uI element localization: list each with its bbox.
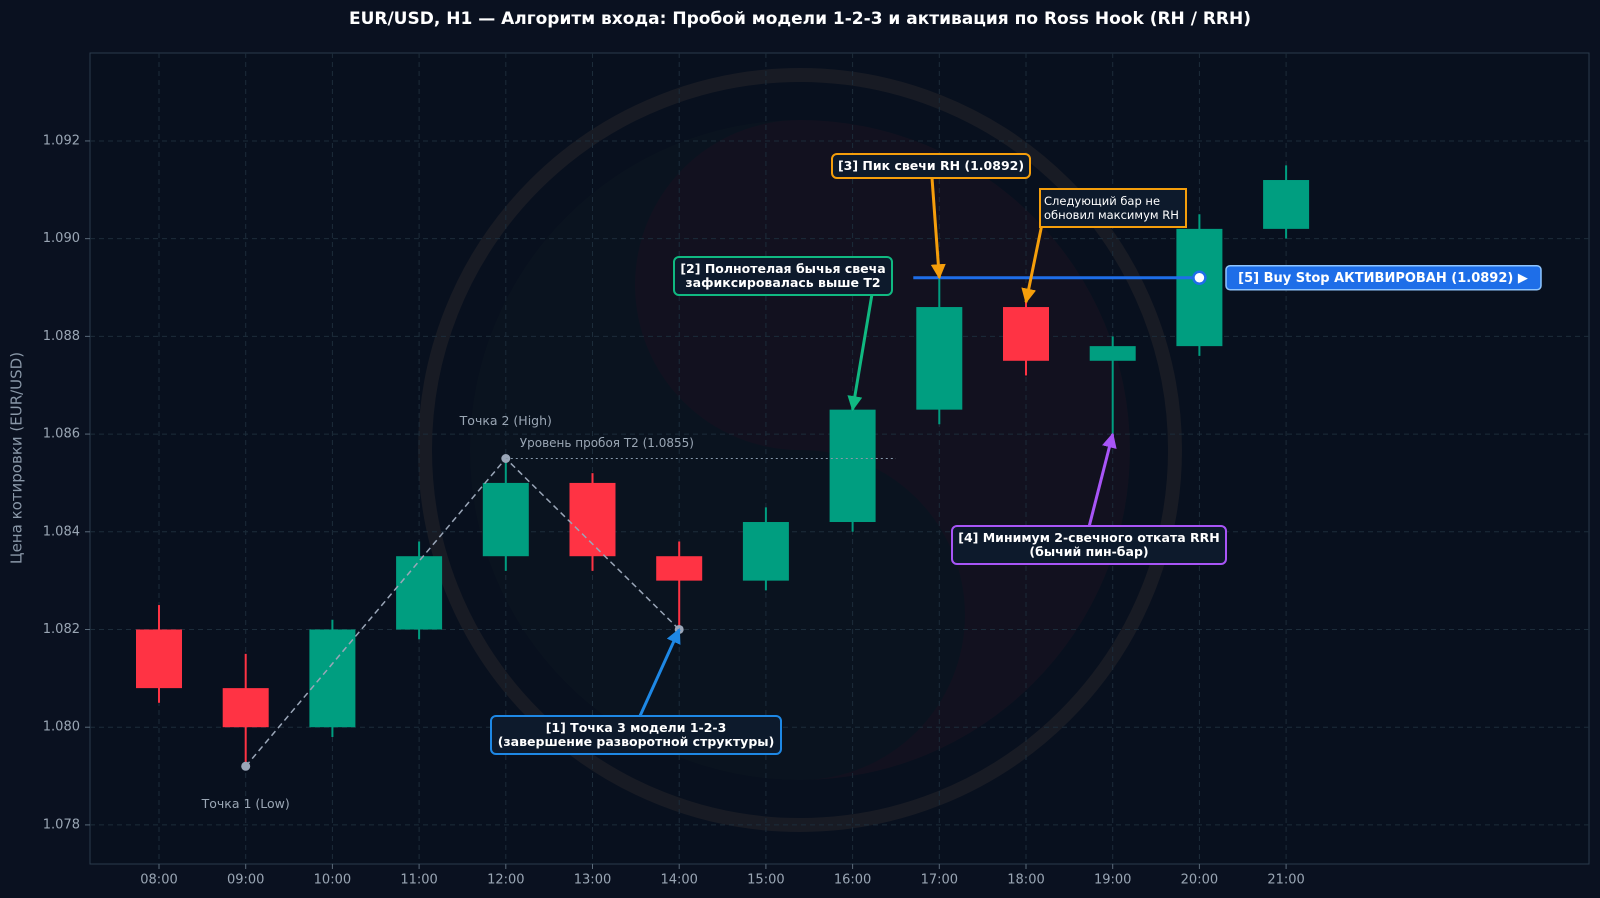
annotation-arrow <box>847 293 874 412</box>
annotation-line: (завершение разворотной структуры) <box>498 734 775 749</box>
x-tick-label: 14:00 <box>660 873 697 888</box>
candle-body <box>916 307 963 410</box>
annotation-line: зафиксировалась выше T2 <box>685 275 880 290</box>
candle-body <box>1263 180 1310 229</box>
candle-body <box>569 482 616 557</box>
annotation-text: [3] Пик свечи RH (1.0892) <box>838 158 1024 173</box>
chart-title: EUR/USD, H1 — Алгоритм входа: Пробой мод… <box>349 9 1251 29</box>
annotation-text: [2] Полнотелая бычья свеча зафиксировалас… <box>680 261 885 290</box>
annotation-box <box>951 525 1227 565</box>
annotation-arrow <box>930 177 946 280</box>
candle-body <box>829 409 876 523</box>
x-tick-label: 19:00 <box>1094 873 1131 888</box>
x-tick-label: 13:00 <box>574 873 611 888</box>
watermark <box>418 68 1182 832</box>
y-tick-label: 1.082 <box>43 622 80 637</box>
annotation-arrow <box>1021 223 1044 304</box>
annotation-line: обновил максимум RH <box>1044 208 1179 222</box>
annotation-text: Следующий бар не обновил максимум RH <box>1044 194 1179 222</box>
annotation-text: [4] Минимум 2-свечного отката RRH (бычий … <box>958 530 1219 559</box>
annotation-line: [1] Точка 3 модели 1-2-3 <box>546 720 727 735</box>
annotation-arrow <box>1087 432 1117 528</box>
x-tick-label: 17:00 <box>921 873 958 888</box>
annotation-line: [2] Полнотелая бычья свеча <box>680 261 885 276</box>
annotation-box <box>490 715 782 755</box>
x-tick-label: 20:00 <box>1181 873 1218 888</box>
annotation-text: [1] Точка 3 модели 1-2-3 (завершение разв… <box>498 720 775 749</box>
buy-stop-box <box>1225 264 1542 291</box>
x-tick-label: 16:00 <box>834 873 871 888</box>
annotation-line: Следующий бар не <box>1044 194 1160 208</box>
candle-body <box>482 482 529 557</box>
annotation-arrow <box>638 628 681 717</box>
candle-body <box>742 522 789 581</box>
x-tick-label: 09:00 <box>227 873 264 888</box>
x-tick-label: 15:00 <box>747 873 784 888</box>
y-tick-label: 1.092 <box>43 133 80 148</box>
candle-body <box>222 688 269 728</box>
annotation-box <box>831 153 1031 179</box>
x-tick-label: 11:00 <box>400 873 437 888</box>
candle-body <box>1089 346 1136 361</box>
candle-body <box>396 556 443 630</box>
buy-stop-point <box>1192 270 1207 285</box>
y-tick-label: 1.086 <box>43 427 80 442</box>
candle-body <box>1176 228 1223 347</box>
x-tick-label: 18:00 <box>1007 873 1044 888</box>
structure-point <box>241 761 251 771</box>
y-tick-label: 1.084 <box>43 524 80 539</box>
x-tick-label: 10:00 <box>314 873 351 888</box>
candle-body <box>1003 307 1049 361</box>
x-tick-label: 21:00 <box>1267 873 1304 888</box>
x-tick-label: 12:00 <box>487 873 524 888</box>
annotation-line: [3] Пик свечи RH (1.0892) <box>838 158 1024 173</box>
annotation-box <box>673 256 893 296</box>
y-tick-label: 1.078 <box>43 817 80 832</box>
y-tick-label: 1.080 <box>43 720 80 735</box>
buy-stop-label: [5] Buy Stop АКТИВИРОВАН (1.0892) ▶ <box>1238 271 1528 286</box>
y-axis-label: Цена котировки (EUR/USD) <box>8 352 26 564</box>
annotation-line: [4] Минимум 2-свечного отката RRH <box>958 530 1219 545</box>
candle-body <box>309 629 356 728</box>
x-tick-label: 08:00 <box>140 873 177 888</box>
annotation-line: (бычий пин-бар) <box>1029 544 1148 559</box>
point-label: Точка 1 (Low) <box>201 796 290 811</box>
y-tick-label: 1.090 <box>43 231 80 246</box>
y-tick-label: 1.088 <box>43 329 80 344</box>
annotation-box <box>1039 188 1187 228</box>
level-label: Уровень пробоя T2 (1.0855) <box>520 436 694 450</box>
candle-body <box>136 629 182 689</box>
point-label: Точка 2 (High) <box>459 413 552 428</box>
candle-body <box>656 556 703 581</box>
